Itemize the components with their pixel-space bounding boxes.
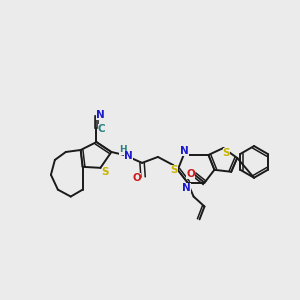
Text: S: S xyxy=(170,165,178,175)
Text: O: O xyxy=(186,169,195,179)
Text: N: N xyxy=(96,110,105,120)
Text: S: S xyxy=(223,148,230,158)
Text: S: S xyxy=(102,167,109,177)
Text: N: N xyxy=(124,151,133,161)
Text: N: N xyxy=(182,183,191,193)
Text: H: H xyxy=(119,146,127,154)
Text: C: C xyxy=(98,124,105,134)
Text: O: O xyxy=(133,173,142,183)
Text: N: N xyxy=(180,146,189,156)
